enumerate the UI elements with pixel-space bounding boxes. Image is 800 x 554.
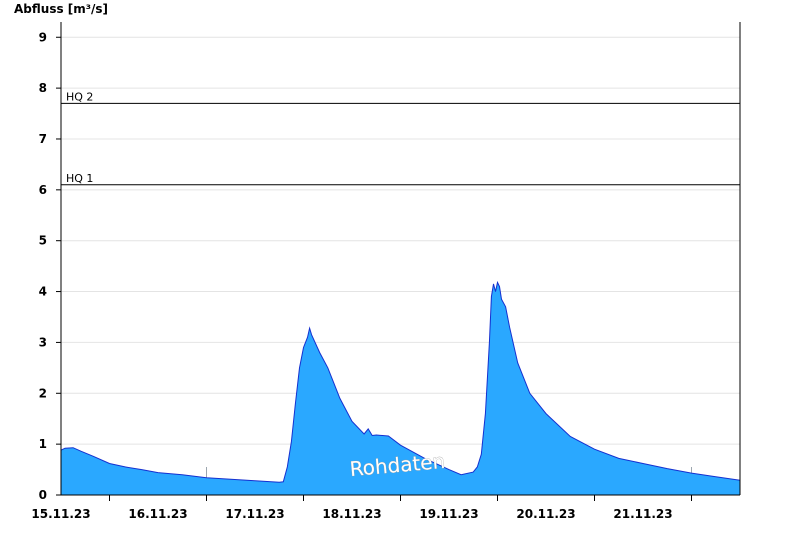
series-line <box>60 280 741 483</box>
x-tick-label: 16.11.23 <box>128 507 187 521</box>
y-tick-label: 3 <box>39 335 47 349</box>
y-tick-label: 2 <box>39 386 47 400</box>
threshold-label: HQ 2 <box>66 90 93 103</box>
series-area <box>61 282 740 495</box>
y-tick-label: 0 <box>39 488 47 502</box>
y-tick-label: 5 <box>39 234 47 248</box>
y-axis-title: Abfluss [m³/s] <box>14 2 108 16</box>
y-tick-label: 8 <box>39 81 47 95</box>
y-tick-label: 1 <box>39 437 47 451</box>
y-tick-label: 7 <box>39 132 47 146</box>
x-tick-label: 19.11.23 <box>419 507 478 521</box>
x-tick-label: 21.11.23 <box>613 507 672 521</box>
axes <box>56 22 741 501</box>
tick-labels: 0 1 2 3 4 5 6 7 8 9 15.11.23 16.11.23 17.11.23 18.11.… <box>31 30 672 521</box>
y-tick-label: 4 <box>39 285 47 299</box>
x-tick-label: 15.11.23 <box>31 507 90 521</box>
y-tick-label: 6 <box>39 183 47 197</box>
x-tick-label: 18.11.23 <box>322 507 381 521</box>
grid-lines <box>61 36 740 501</box>
x-tick-label: 20.11.23 <box>516 507 575 521</box>
area-layer <box>60 280 741 495</box>
x-tick-label: 17.11.23 <box>225 507 284 521</box>
threshold-layer: HQ 1 HQ 2 <box>61 90 740 186</box>
threshold-label: HQ 1 <box>66 172 93 185</box>
y-tick-label: 9 <box>39 30 47 44</box>
